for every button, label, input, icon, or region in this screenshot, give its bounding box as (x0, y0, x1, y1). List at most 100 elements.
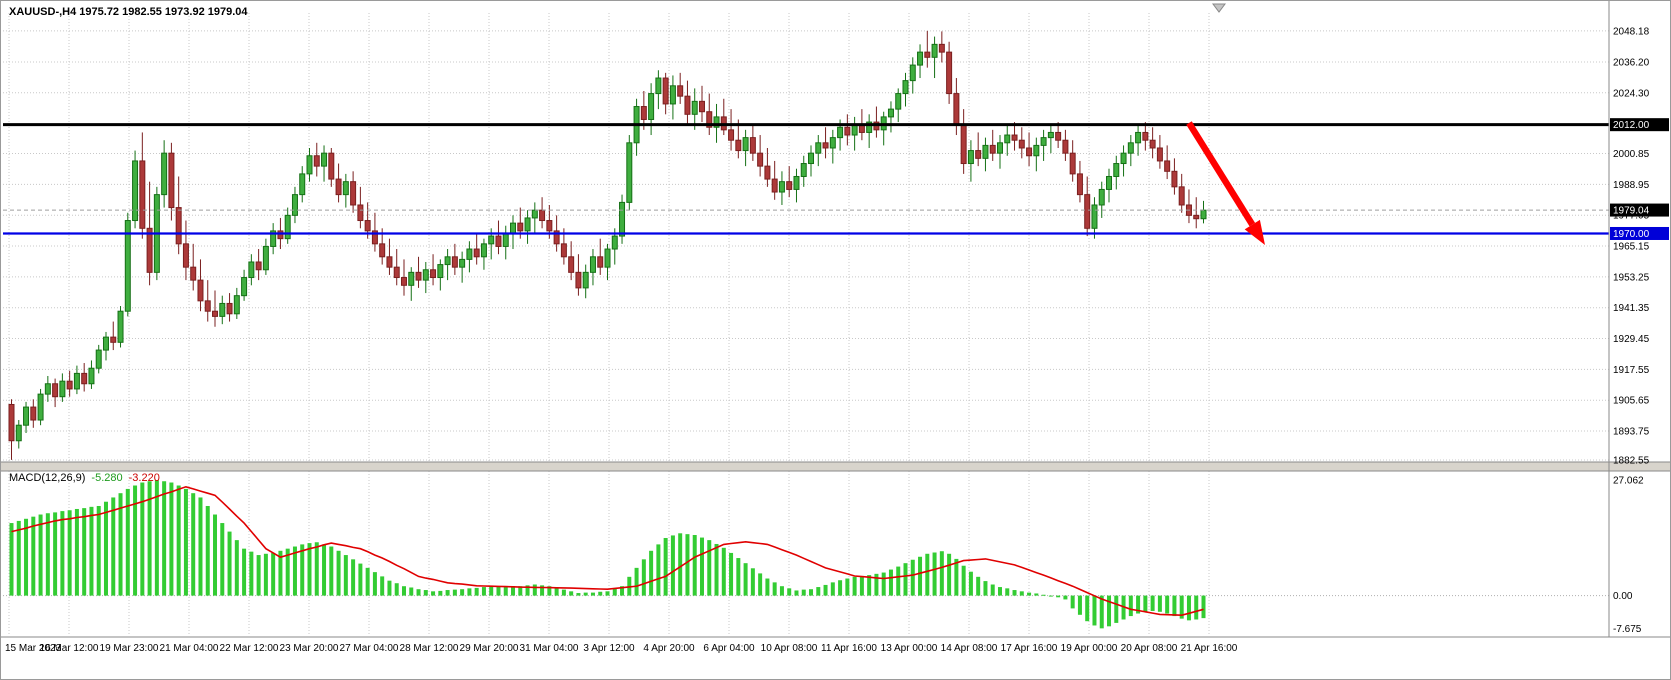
price-axis-label[interactable]: 1929.45 (1613, 334, 1650, 345)
price-axis-label[interactable]: 2048.18 (1613, 26, 1650, 37)
candle (589, 249, 596, 286)
macd-histogram-bar (794, 590, 799, 596)
macd-axis-label[interactable]: 0.00 (1613, 591, 1633, 602)
chart-shift-marker-icon[interactable] (1212, 3, 1226, 13)
candle-body (81, 372, 88, 385)
candle-body (713, 116, 720, 128)
candle-body (437, 264, 444, 279)
macd-histogram-bar (569, 591, 574, 596)
candle (88, 360, 95, 389)
candle (357, 186, 364, 229)
time-axis-label[interactable]: 17 Apr 16:00 (1001, 643, 1058, 654)
candle-body (197, 279, 204, 302)
candle-body (117, 310, 124, 343)
macd-histogram-bar (692, 535, 697, 596)
price-axis-label[interactable]: 1917.55 (1613, 365, 1650, 376)
candle (866, 114, 873, 148)
time-axis-label[interactable]: 20 Apr 08:00 (1121, 643, 1178, 654)
candle-body (771, 178, 778, 193)
time-axis-label[interactable]: 19 Apr 00:00 (1061, 643, 1118, 654)
macd-histogram-bar (1157, 595, 1162, 612)
macd-histogram-bar (525, 585, 530, 596)
candle-body (408, 271, 415, 286)
time-axis-label[interactable]: 6 Apr 04:00 (703, 643, 755, 654)
macd-histogram-bar (1027, 592, 1032, 596)
macd-histogram-bar (227, 531, 232, 596)
macd-histogram-bar (939, 551, 944, 596)
price-axis-label[interactable]: 1965.15 (1613, 242, 1650, 253)
macd-signal-curve[interactable] (11, 485, 1204, 617)
price-axis-label[interactable]: 1905.65 (1613, 396, 1650, 407)
price-axis-label[interactable]: 2024.30 (1613, 88, 1650, 99)
candle-body (357, 204, 364, 222)
time-axis-label[interactable]: 21 Mar 04:00 (160, 643, 219, 654)
price-axis-label[interactable]: 2036.20 (1613, 57, 1650, 68)
candle (132, 150, 139, 229)
candle (437, 259, 444, 291)
candle (444, 249, 451, 281)
time-axis-label[interactable]: 4 Apr 20:00 (643, 643, 695, 654)
time-axis-label[interactable]: 21 Apr 16:00 (1181, 643, 1238, 654)
time-axis-label[interactable]: 15 Mar 2023 (5, 643, 62, 654)
macd-histogram-bar (685, 534, 690, 596)
macd-histogram-bar (838, 580, 843, 596)
candle (655, 70, 662, 110)
time-axis-label[interactable]: 16 Mar 12:00 (40, 643, 99, 654)
candle (306, 147, 313, 182)
candle (815, 135, 822, 167)
time-axis-label[interactable]: 23 Mar 20:00 (280, 643, 339, 654)
price-axis-label[interactable]: 1893.75 (1613, 427, 1650, 438)
time-axis-label[interactable]: 28 Mar 12:00 (400, 643, 459, 654)
price-badge-label: 1979.04 (1613, 206, 1650, 217)
time-axis-label[interactable]: 19 Mar 23:00 (100, 643, 159, 654)
macd-histogram-bar (365, 567, 370, 596)
candle-body (604, 248, 611, 268)
time-axis-label[interactable]: 29 Mar 20:00 (460, 643, 519, 654)
macd-histogram-bar (641, 559, 646, 596)
macd-histogram-bar (678, 533, 683, 596)
time-axis-label[interactable]: 11 Apr 16:00 (821, 643, 877, 654)
candle (321, 145, 328, 182)
macd-histogram-bar (423, 590, 428, 596)
panel-separator[interactable] (1, 462, 1671, 471)
candle-body (1127, 142, 1134, 154)
candle-body (1178, 186, 1185, 206)
candle (648, 83, 655, 136)
trend-arrow-head[interactable] (1244, 219, 1265, 245)
candle-body (190, 266, 197, 281)
macd-histogram-bar (1136, 595, 1141, 614)
macd-histogram-bar (162, 481, 167, 596)
macd-panel-plot[interactable] (3, 471, 1609, 634)
macd-axis-label[interactable]: -7.675 (1613, 624, 1642, 635)
candle (1091, 197, 1098, 239)
candle (669, 75, 676, 120)
price-axis-label[interactable]: 1882.55 (1613, 456, 1650, 467)
main-chart-plot[interactable] (3, 13, 1609, 462)
macd-histogram-bar (16, 520, 21, 596)
price-axis-label[interactable]: 1988.95 (1613, 180, 1650, 191)
price-axis-label[interactable]: 1953.25 (1613, 272, 1650, 283)
candle-body (422, 269, 429, 281)
macd-axis-label[interactable]: 27.062 (1613, 476, 1644, 487)
macd-histogram-bar (489, 586, 494, 596)
candle (706, 93, 713, 136)
time-axis-label[interactable]: 13 Apr 00:00 (881, 643, 938, 654)
candle (190, 243, 197, 291)
macd-histogram-bar (1085, 595, 1090, 622)
time-axis-label[interactable]: 14 Apr 08:00 (941, 643, 998, 654)
time-axis-label[interactable]: 10 Apr 08:00 (761, 643, 818, 654)
macd-histogram-bar (823, 584, 828, 596)
candle-body (568, 256, 575, 273)
candle-body (59, 380, 66, 398)
time-axis-label[interactable]: 27 Mar 04:00 (340, 643, 399, 654)
macd-histogram-bar (518, 586, 523, 596)
time-axis-label[interactable]: 22 Mar 12:00 (220, 643, 279, 654)
trend-arrow-shaft[interactable] (1186, 121, 1256, 227)
price-axis-label[interactable]: 2000.85 (1613, 149, 1650, 160)
time-axis-label[interactable]: 3 Apr 12:00 (583, 643, 635, 654)
time-axis-label[interactable]: 31 Mar 04:00 (520, 643, 579, 654)
price-axis-label[interactable]: 1941.35 (1613, 303, 1650, 314)
macd-histogram-bar (351, 559, 356, 596)
candle-body (735, 139, 742, 152)
